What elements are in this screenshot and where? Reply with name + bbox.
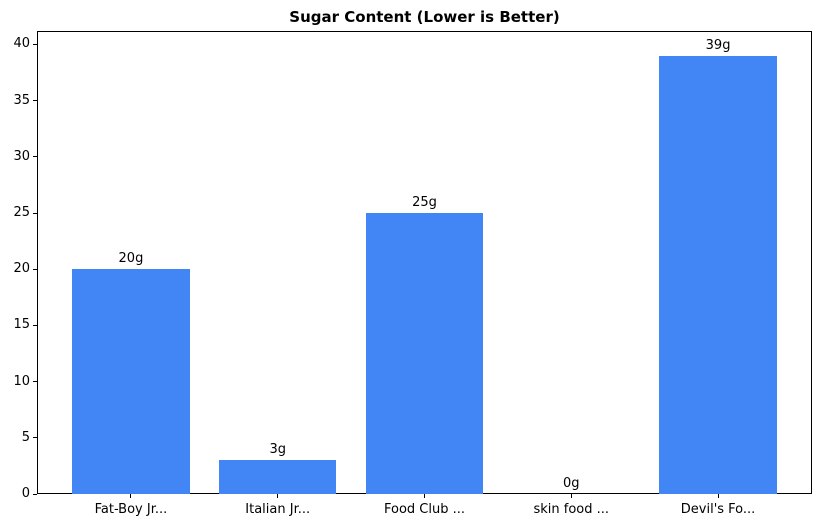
bar-value-label: 20g	[118, 251, 144, 267]
y-tick-label: 5	[21, 429, 30, 445]
y-tick-label: 15	[13, 317, 30, 333]
bar-4	[659, 55, 777, 494]
bar-value-label: 0g	[563, 476, 580, 491]
x-tick-mark	[570, 494, 572, 498]
y-tick-mark	[33, 324, 37, 326]
y-tick-mark	[33, 437, 37, 439]
bar-value-label: 3g	[269, 442, 286, 458]
bar-2	[365, 213, 484, 494]
y-tick-mark	[33, 493, 37, 495]
bar-value-label: 25g	[412, 195, 437, 211]
x-tick-label: Italian Jr...	[245, 502, 311, 517]
y-tick-label: 10	[13, 373, 30, 389]
x-tick-label: Devil's Fo...	[680, 502, 756, 517]
bar-value-label: 39g	[705, 37, 731, 53]
bar-0	[72, 269, 190, 494]
y-tick-label: 20	[13, 261, 30, 277]
x-tick-label: skin food ...	[533, 502, 610, 517]
y-tick-label: 30	[13, 148, 30, 164]
y-tick-label: 35	[13, 92, 30, 108]
bar-1	[219, 460, 337, 494]
x-tick-label: Fat-Boy Jr...	[94, 502, 168, 517]
x-tick-label: Food Club ...	[383, 502, 465, 517]
y-tick-mark	[33, 43, 37, 45]
chart-title: Sugar Content (Lower is Better)	[289, 8, 560, 26]
x-tick-mark	[130, 494, 132, 498]
y-tick-label: 40	[13, 36, 30, 52]
y-tick-mark	[33, 156, 37, 158]
y-tick-mark	[33, 268, 37, 270]
x-tick-mark	[277, 494, 279, 498]
y-tick-label: 25	[13, 205, 30, 221]
y-tick-mark	[33, 212, 37, 214]
y-tick-mark	[33, 100, 37, 102]
y-tick-label: 0	[21, 486, 30, 501]
y-tick-mark	[33, 381, 37, 383]
x-tick-mark	[424, 494, 425, 498]
x-tick-mark	[717, 494, 719, 498]
